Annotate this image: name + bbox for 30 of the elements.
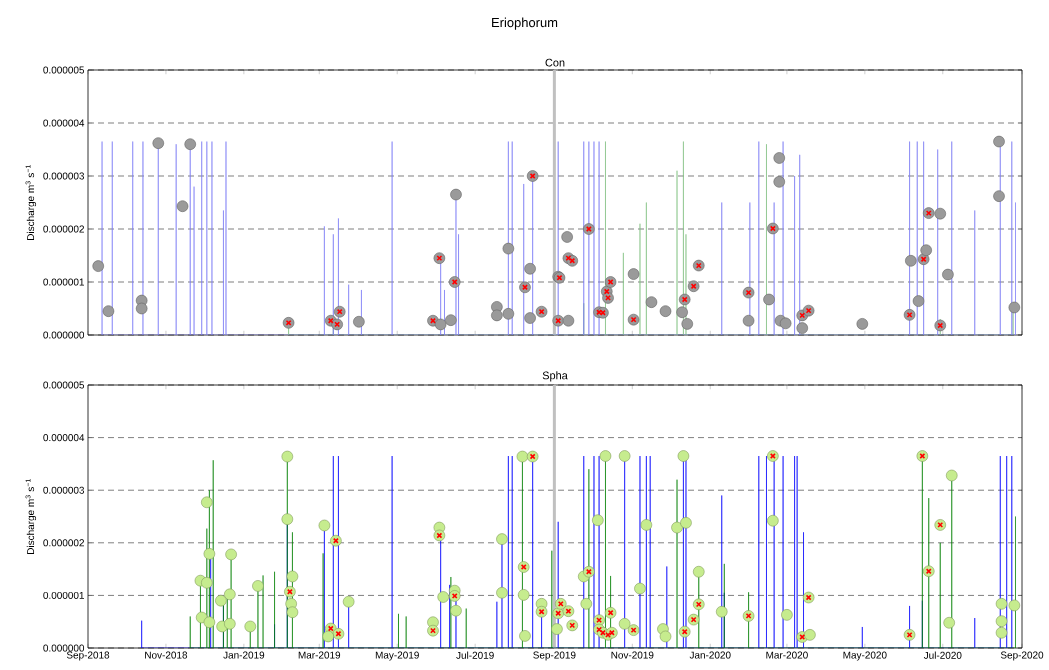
y-tick-label: 0.000005 <box>43 381 85 389</box>
y-tick-label: 0.000002 <box>43 539 84 547</box>
x-tick-label: May-2020 <box>843 651 887 661</box>
y-tick-label: 0.000003 <box>43 172 85 180</box>
x-tick-label: Jan-2020 <box>689 651 731 659</box>
y-tick-label: 0.000002 <box>43 225 84 233</box>
y-tick-label: 0.000003 <box>43 486 85 494</box>
y-tick-label: 0.000004 <box>43 434 85 442</box>
x-tick-label: Jul-2019 <box>456 651 494 659</box>
x-tick-label: Sep-2020 <box>1000 651 1044 661</box>
chart-title: Eriophorum <box>492 17 558 30</box>
x-tick-label: Mar-2020 <box>766 651 808 659</box>
chart-title: Spha <box>542 371 568 382</box>
x-tick-label: Nov-2019 <box>611 651 654 659</box>
x-tick-label: Mar-2019 <box>298 651 341 659</box>
x-tick-label: Nov-2018 <box>145 651 188 659</box>
chart-subtitle: Con <box>545 58 565 67</box>
y-axis-title: Discharge m$^{3}$ s$^{−1}$ <box>25 479 37 554</box>
y-tick-label: 0.000005 <box>43 66 85 74</box>
y-axis-title: Discharge m$^{3}$ s$^{−1}$ <box>25 165 37 240</box>
y-tick-label: 0.000000 <box>43 331 85 339</box>
y-tick-label: 0.000001 <box>43 591 84 599</box>
x-tick-label: Sep-2019 <box>533 651 576 661</box>
x-tick-label: Sep-2018 <box>66 651 110 661</box>
y-tick-label: 0.000000 <box>43 644 85 652</box>
x-tick-label: Jul-2020 <box>923 651 962 659</box>
y-tick-label: 0.000004 <box>43 119 85 127</box>
y-tick-label: 0.000001 <box>43 278 84 286</box>
x-tick-label: Jan-2019 <box>223 651 265 659</box>
x-tick-label: May-2019 <box>375 651 419 661</box>
